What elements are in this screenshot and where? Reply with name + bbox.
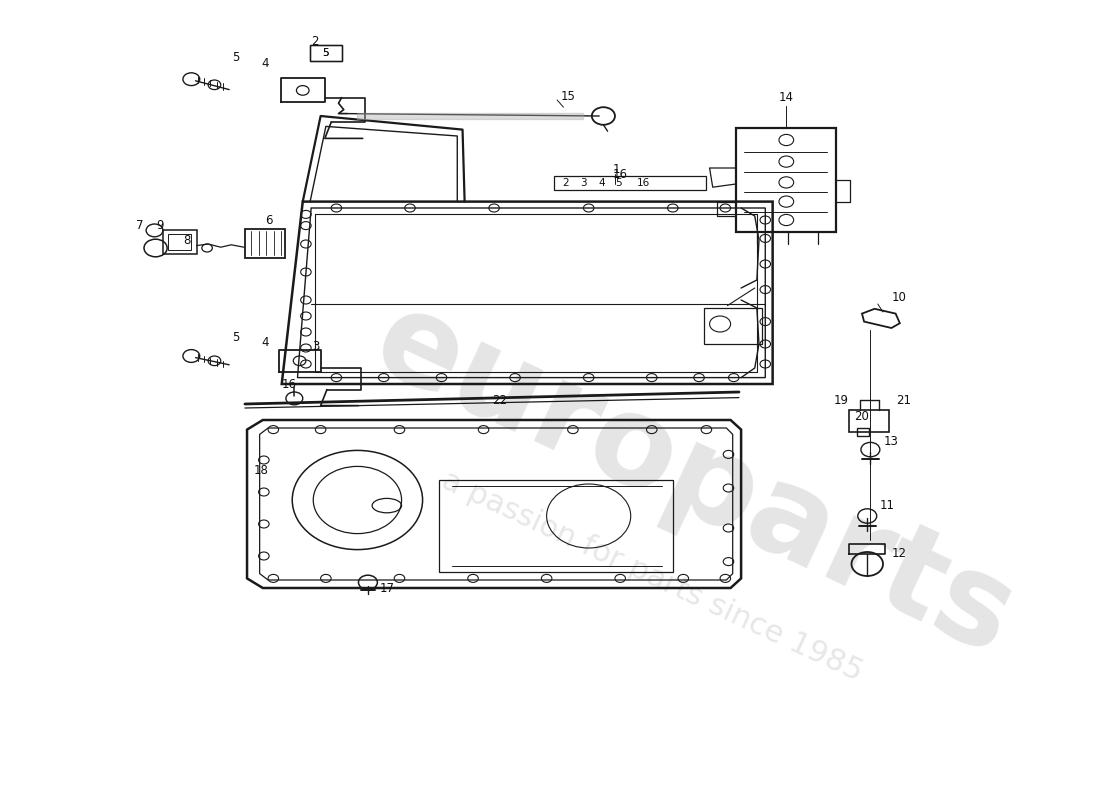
Text: 18: 18	[253, 464, 268, 477]
Bar	[736, 128, 836, 232]
Text: 16: 16	[637, 178, 650, 188]
Text: 1: 1	[613, 163, 619, 176]
Bar	[704, 308, 762, 344]
Bar	[439, 480, 673, 572]
Text: 3: 3	[311, 340, 319, 353]
Bar	[849, 410, 889, 432]
Text: 5: 5	[322, 48, 329, 58]
Bar	[310, 45, 342, 61]
Text: 5: 5	[232, 331, 239, 344]
Bar	[857, 428, 869, 436]
Text: 22: 22	[492, 394, 507, 406]
Text: 17: 17	[379, 582, 394, 594]
Text: 11: 11	[880, 499, 894, 512]
Text: 16: 16	[613, 168, 628, 181]
Bar	[554, 176, 706, 190]
Text: 14: 14	[779, 91, 794, 104]
Text: 10: 10	[891, 291, 906, 304]
Text: 7: 7	[136, 219, 144, 232]
Text: 16: 16	[282, 378, 297, 390]
Bar	[245, 229, 285, 258]
Text: 9: 9	[156, 219, 164, 232]
Text: a passion for parts since 1985: a passion for parts since 1985	[437, 466, 867, 686]
Text: europarts: europarts	[355, 279, 1033, 681]
Text: 20: 20	[855, 410, 869, 422]
Text: 6: 6	[265, 214, 273, 226]
Text: 4: 4	[261, 57, 268, 70]
Text: 5: 5	[232, 51, 239, 64]
Text: 2: 2	[311, 35, 319, 48]
Text: 4: 4	[261, 336, 268, 349]
Text: 21: 21	[896, 394, 912, 406]
Text: 4: 4	[598, 178, 605, 188]
Text: 5: 5	[322, 48, 329, 58]
Text: 2: 2	[562, 178, 569, 188]
Bar	[163, 230, 197, 254]
Text: 15: 15	[560, 90, 575, 102]
Text: 3: 3	[580, 178, 586, 188]
Text: 5: 5	[615, 178, 622, 188]
Text: 19: 19	[834, 394, 848, 406]
Text: 8: 8	[184, 234, 190, 246]
Text: 12: 12	[891, 547, 906, 560]
Bar	[168, 234, 191, 250]
Text: 13: 13	[884, 435, 899, 448]
Bar	[310, 45, 342, 61]
